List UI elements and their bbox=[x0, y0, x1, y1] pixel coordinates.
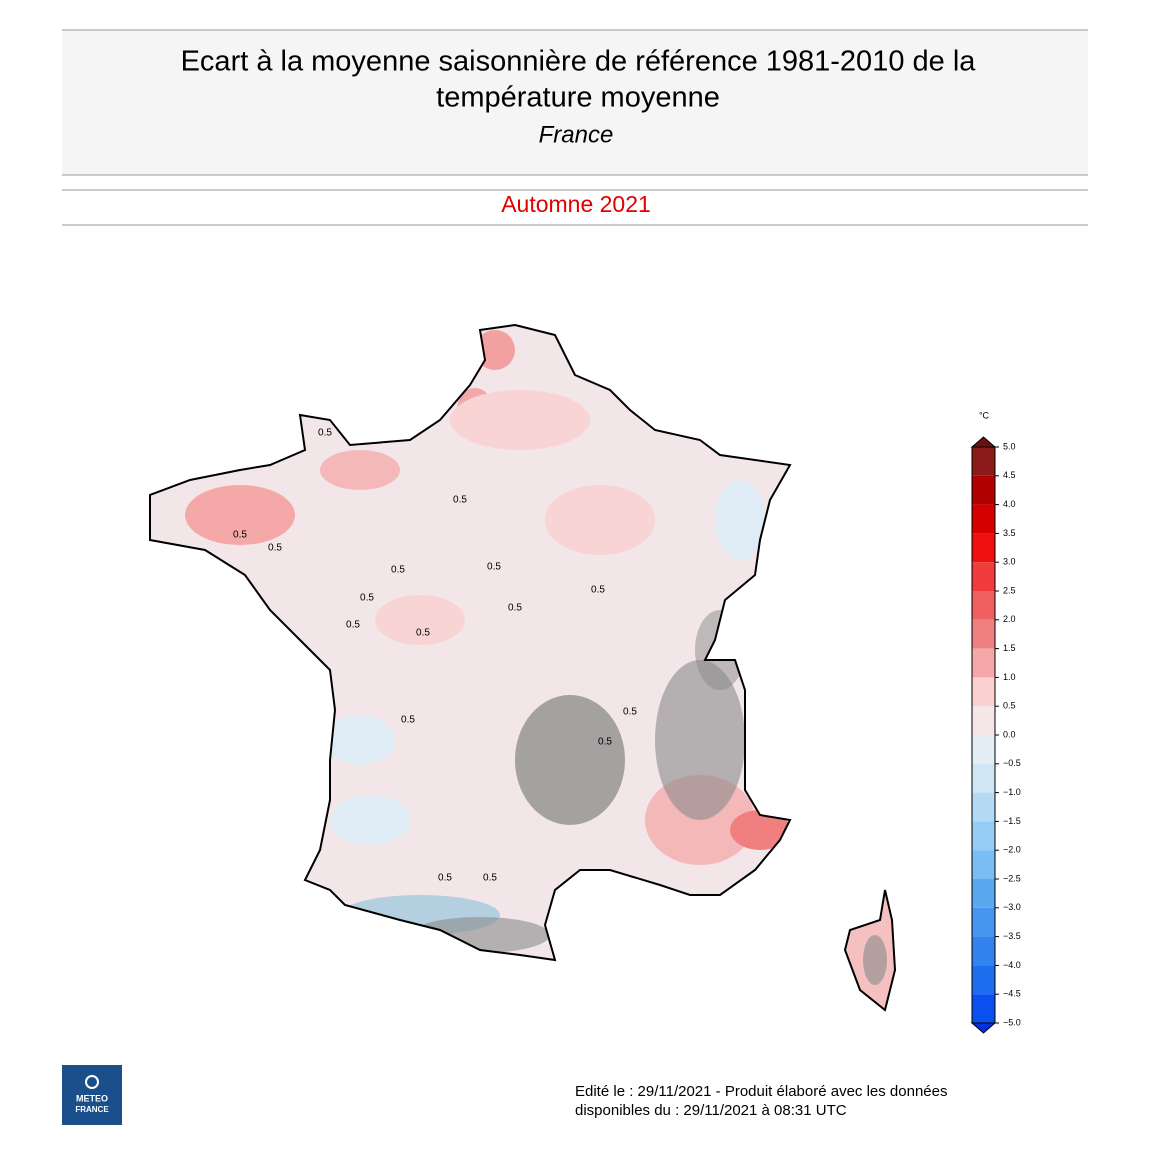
colorbar-tick-label: −1.0 bbox=[1003, 787, 1021, 797]
colorbar-under bbox=[970, 1022, 997, 1034]
colorbar-bin bbox=[972, 677, 995, 707]
colorbar-tick-label: −2.5 bbox=[1003, 873, 1021, 883]
colorbar-bin bbox=[972, 965, 995, 995]
contour-labels: 0.5 0.5 0.5 0.5 0.5 0.5 0.5 0.5 0.5 0.5 0.5 0.5 0.5 0… bbox=[233, 428, 637, 884]
colorbar-bin bbox=[972, 792, 995, 822]
colorbar-unit: °C bbox=[979, 410, 990, 420]
colorbar-tick-label: −4.0 bbox=[1003, 960, 1021, 970]
colorbar-bin bbox=[972, 994, 995, 1023]
title: Ecart à la moyenne saisonnière de référe… bbox=[181, 46, 977, 78]
colorbar-tick-label: −3.0 bbox=[1003, 902, 1021, 912]
contour-label: 0.5 bbox=[318, 428, 332, 439]
logo: METEO FRANCE bbox=[62, 1065, 122, 1125]
contour-label: 0.5 bbox=[623, 707, 637, 718]
colorbar-bin bbox=[972, 504, 995, 534]
colorbar-tick-label: −0.5 bbox=[1003, 758, 1021, 768]
contour-label: 0.5 bbox=[483, 873, 497, 884]
contour-label: 0.5 bbox=[401, 715, 415, 726]
colorbar-bin bbox=[972, 763, 995, 793]
period: Automne 2021 bbox=[501, 191, 651, 217]
contour-label: 0.5 bbox=[591, 585, 605, 596]
colorbar-bin bbox=[972, 591, 995, 620]
colorbar-bin bbox=[972, 475, 995, 505]
colorbar-tick-label: −4.5 bbox=[1003, 989, 1021, 999]
logo-text: FRANCE bbox=[75, 1105, 109, 1114]
colorbar-bin bbox=[972, 648, 995, 678]
colorbar-bin bbox=[972, 936, 995, 966]
colorbar-bin bbox=[972, 562, 995, 591]
header-box bbox=[62, 30, 1088, 175]
colorbar-tick-label: 2.5 bbox=[1003, 585, 1016, 595]
logo-icon bbox=[85, 1075, 99, 1089]
logo-text: METEO bbox=[76, 1093, 108, 1103]
contour-label: 0.5 bbox=[391, 565, 405, 576]
colorbar-tick-label: 0.5 bbox=[1003, 701, 1016, 711]
colorbar-over bbox=[970, 436, 997, 448]
colorbar-tick-label: 4.5 bbox=[1003, 470, 1016, 480]
colorbar-bin bbox=[972, 447, 995, 476]
colorbar-bin bbox=[972, 850, 995, 879]
colorbar-tick-label: 0.0 bbox=[1003, 729, 1016, 739]
colorbar-tick-label: 3.5 bbox=[1003, 528, 1016, 538]
colorbar: °C 5.0 4.5 4.0 3.5 3.0 2.5 2.0 1.5 1.0 0.5 0.0 −0.5… bbox=[970, 410, 1021, 1034]
colorbar-tick-label: −5.0 bbox=[1003, 1017, 1021, 1027]
region: France bbox=[539, 121, 614, 148]
corsica-relief bbox=[863, 935, 887, 985]
colorbar-bin bbox=[972, 706, 995, 735]
colorbar-bin bbox=[972, 821, 995, 851]
title: température moyenne bbox=[436, 82, 720, 114]
colorbar-tick-label: −3.5 bbox=[1003, 931, 1021, 941]
colorbar-tick-label: 1.5 bbox=[1003, 643, 1016, 653]
contour-label: 0.5 bbox=[453, 495, 467, 506]
colorbar-tick-label: 3.0 bbox=[1003, 557, 1016, 567]
footer-text: disponibles du : 29/11/2021 à 08:31 UTC bbox=[575, 1102, 847, 1119]
colorbar-tick-label: 5.0 bbox=[1003, 441, 1016, 451]
colorbar-bin bbox=[972, 735, 995, 764]
colorbar-bin bbox=[972, 533, 995, 563]
footer-text: Edité le : 29/11/2021 - Produit élaboré … bbox=[575, 1083, 947, 1100]
colorbar-tick-label: −2.0 bbox=[1003, 845, 1021, 855]
colorbar-bin bbox=[972, 619, 995, 649]
contour-label: 0.5 bbox=[487, 562, 501, 573]
contour-label: 0.5 bbox=[508, 603, 522, 614]
contour-label: 0.5 bbox=[598, 737, 612, 748]
anomaly-areas bbox=[185, 330, 790, 953]
map: 0.5 0.5 0.5 0.5 0.5 0.5 0.5 0.5 0.5 0.5 0.5 0.5 0.5 0… bbox=[149, 324, 897, 1012]
colorbar-bin bbox=[972, 907, 995, 937]
contour-label: 0.5 bbox=[268, 543, 282, 554]
colorbar-bin bbox=[972, 879, 995, 908]
contour-label: 0.5 bbox=[438, 873, 452, 884]
contour-label: 0.5 bbox=[360, 593, 374, 604]
colorbar-tick-label: 4.0 bbox=[1003, 499, 1016, 509]
colorbar-tick-label: 1.0 bbox=[1003, 672, 1016, 682]
colorbar-tick-label: −1.5 bbox=[1003, 816, 1021, 826]
contour-label: 0.5 bbox=[233, 530, 247, 541]
contour-label: 0.5 bbox=[346, 620, 360, 631]
contour-label: 0.5 bbox=[416, 628, 430, 639]
colorbar-tick-label: 2.0 bbox=[1003, 614, 1016, 624]
